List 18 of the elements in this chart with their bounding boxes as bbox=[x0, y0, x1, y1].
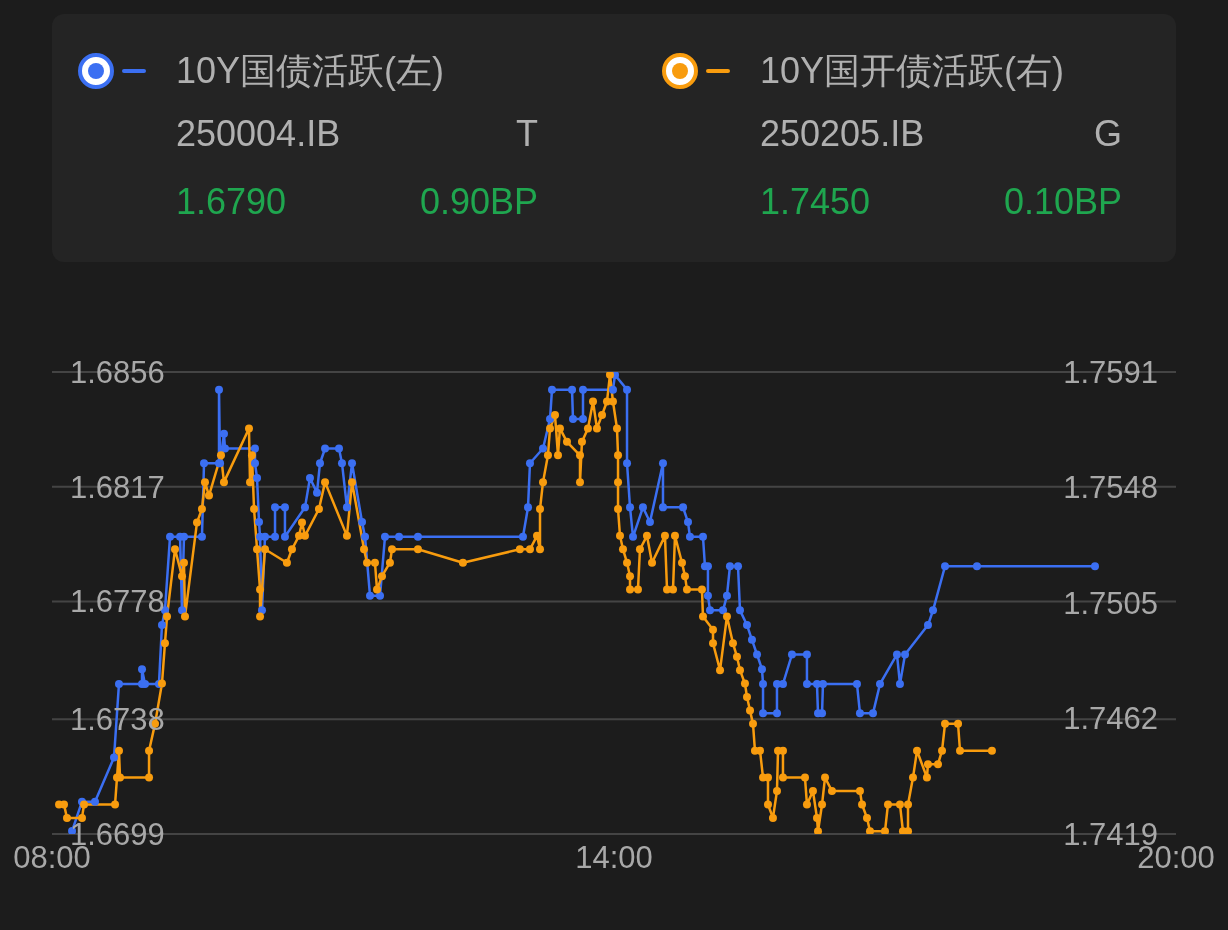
legend-label: 10Y国开债活跃(右) bbox=[760, 48, 1065, 93]
text: 0.90BP bbox=[418, 180, 538, 224]
y2-tick-label: 1.7462 bbox=[1063, 701, 1158, 737]
text: 1.7450 bbox=[760, 180, 872, 224]
text: 250205.IB bbox=[760, 112, 926, 156]
y2-tick-label: 1.7548 bbox=[1063, 470, 1158, 506]
y2-tick-label: 1.7591 bbox=[1063, 354, 1158, 390]
y-tick-label: 1.6778 bbox=[70, 584, 165, 620]
text: G bbox=[1093, 112, 1122, 156]
text: 0.10BP bbox=[1002, 180, 1122, 224]
text: 1.6790 bbox=[176, 180, 288, 224]
text: 250004.IB bbox=[176, 112, 342, 156]
y-tick-label: 1.6817 bbox=[70, 469, 165, 505]
legend-label: 10Y国债活跃(左) bbox=[176, 48, 445, 93]
text: T bbox=[515, 112, 538, 156]
y-tick-label: 1.6856 bbox=[70, 354, 165, 390]
x-tick-label: 14:00 bbox=[575, 840, 653, 875]
y2-tick-label: 1.7505 bbox=[1063, 585, 1158, 621]
